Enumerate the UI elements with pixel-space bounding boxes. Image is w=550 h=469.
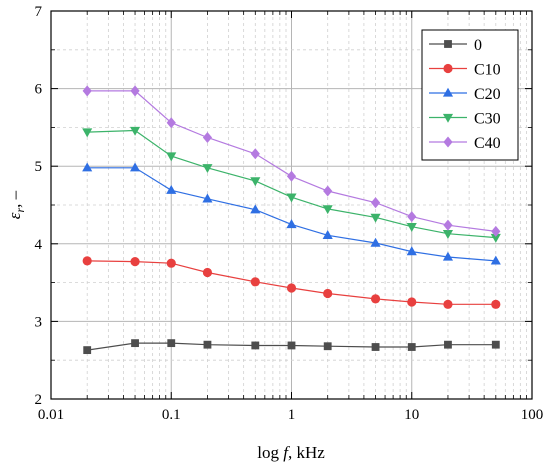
data-point bbox=[443, 299, 453, 309]
data-point bbox=[443, 219, 453, 231]
data-point bbox=[442, 113, 454, 123]
data-point bbox=[82, 128, 93, 138]
data-point bbox=[202, 164, 213, 174]
legend-box bbox=[421, 29, 519, 161]
data-point bbox=[442, 251, 454, 261]
data-point bbox=[167, 339, 176, 348]
legend-label: C40 bbox=[474, 135, 501, 152]
data-point bbox=[323, 288, 333, 299]
legend-item-C30: C30 bbox=[429, 111, 501, 128]
grid bbox=[50, 10, 532, 400]
data-point bbox=[202, 193, 213, 203]
data-point bbox=[406, 246, 417, 256]
x-tick-labels: 0.01 0.1 1 10 100 bbox=[38, 407, 543, 423]
data-point bbox=[322, 205, 333, 215]
data-point bbox=[250, 204, 261, 214]
x-tick-label: 0.01 bbox=[38, 407, 64, 423]
data-point bbox=[490, 233, 501, 243]
data-point bbox=[371, 343, 380, 351]
x-tick-label: 10 bbox=[404, 407, 419, 423]
x-tick-label: 1 bbox=[288, 407, 296, 423]
data-point bbox=[250, 148, 260, 160]
data-point bbox=[323, 342, 332, 351]
series-C40 bbox=[82, 85, 501, 237]
data-point bbox=[250, 277, 260, 287]
data-point bbox=[166, 184, 177, 194]
legend-label: C30 bbox=[474, 111, 501, 128]
data-point bbox=[286, 219, 297, 229]
data-point bbox=[442, 87, 454, 97]
y-tick-label: 7 bbox=[35, 4, 43, 20]
data-point bbox=[407, 211, 417, 223]
data-point bbox=[490, 255, 501, 265]
data-point bbox=[82, 162, 93, 172]
data-point bbox=[407, 343, 416, 351]
data-point bbox=[322, 229, 333, 239]
x-tick-label: 0.1 bbox=[162, 407, 181, 423]
y-tick-label: 5 bbox=[35, 159, 43, 175]
data-point bbox=[370, 197, 381, 209]
series-0 bbox=[83, 339, 500, 355]
y-tick-label: 3 bbox=[35, 314, 43, 330]
legend-item-C40: C40 bbox=[429, 135, 501, 152]
data-point bbox=[443, 136, 453, 148]
data-point bbox=[130, 257, 140, 267]
data-point bbox=[370, 213, 381, 223]
y-axis-title: εr, – bbox=[5, 190, 27, 219]
legend-item-C10: C10 bbox=[429, 62, 501, 79]
data-point bbox=[286, 193, 297, 203]
data-point bbox=[82, 85, 92, 97]
legend: 0 C10 C20 C30 C40 bbox=[421, 29, 519, 161]
legend-item-0: 0 bbox=[429, 37, 482, 54]
data-point bbox=[407, 297, 417, 307]
y-tick-label: 4 bbox=[35, 237, 43, 253]
data-point bbox=[82, 256, 92, 266]
x-tick-label: 100 bbox=[521, 407, 544, 423]
y-tick-label: 6 bbox=[35, 82, 43, 98]
data-point bbox=[166, 258, 176, 268]
series-C10 bbox=[82, 256, 501, 309]
data-point bbox=[323, 185, 333, 197]
y-tick-label: 2 bbox=[35, 392, 43, 408]
legend-label: C10 bbox=[474, 62, 501, 79]
axis-ticks bbox=[50, 10, 532, 400]
data-point bbox=[203, 340, 212, 349]
data-point bbox=[250, 177, 261, 187]
data-point bbox=[443, 63, 453, 74]
data-point bbox=[286, 283, 297, 293]
data-point bbox=[287, 341, 296, 350]
data-point bbox=[83, 346, 92, 355]
data-point bbox=[442, 230, 454, 240]
data-point bbox=[130, 85, 140, 97]
series-C20 bbox=[82, 162, 501, 265]
data-point bbox=[251, 341, 260, 350]
data-point bbox=[491, 225, 501, 237]
series-C30 bbox=[82, 126, 501, 243]
data-point bbox=[166, 117, 176, 129]
data-point bbox=[370, 237, 381, 247]
data-point bbox=[286, 170, 297, 182]
y-tick-labels: 2 3 4 5 6 7 bbox=[35, 4, 43, 408]
data-point bbox=[444, 340, 452, 349]
data-point bbox=[406, 223, 417, 233]
x-axis-title: log f, kHz bbox=[257, 443, 325, 462]
data-point bbox=[131, 339, 139, 348]
data-point bbox=[129, 162, 141, 172]
legend-label: C20 bbox=[474, 86, 501, 103]
data-point bbox=[370, 294, 381, 304]
data-point bbox=[202, 131, 213, 144]
data-point bbox=[129, 126, 141, 136]
data-point bbox=[491, 299, 501, 309]
data-point bbox=[491, 340, 500, 349]
data-point bbox=[166, 152, 177, 162]
data-point bbox=[444, 40, 452, 48]
series-lines bbox=[82, 85, 501, 355]
legend-label: 0 bbox=[474, 37, 482, 54]
legend-item-C20: C20 bbox=[429, 86, 501, 103]
data-point bbox=[202, 267, 213, 278]
